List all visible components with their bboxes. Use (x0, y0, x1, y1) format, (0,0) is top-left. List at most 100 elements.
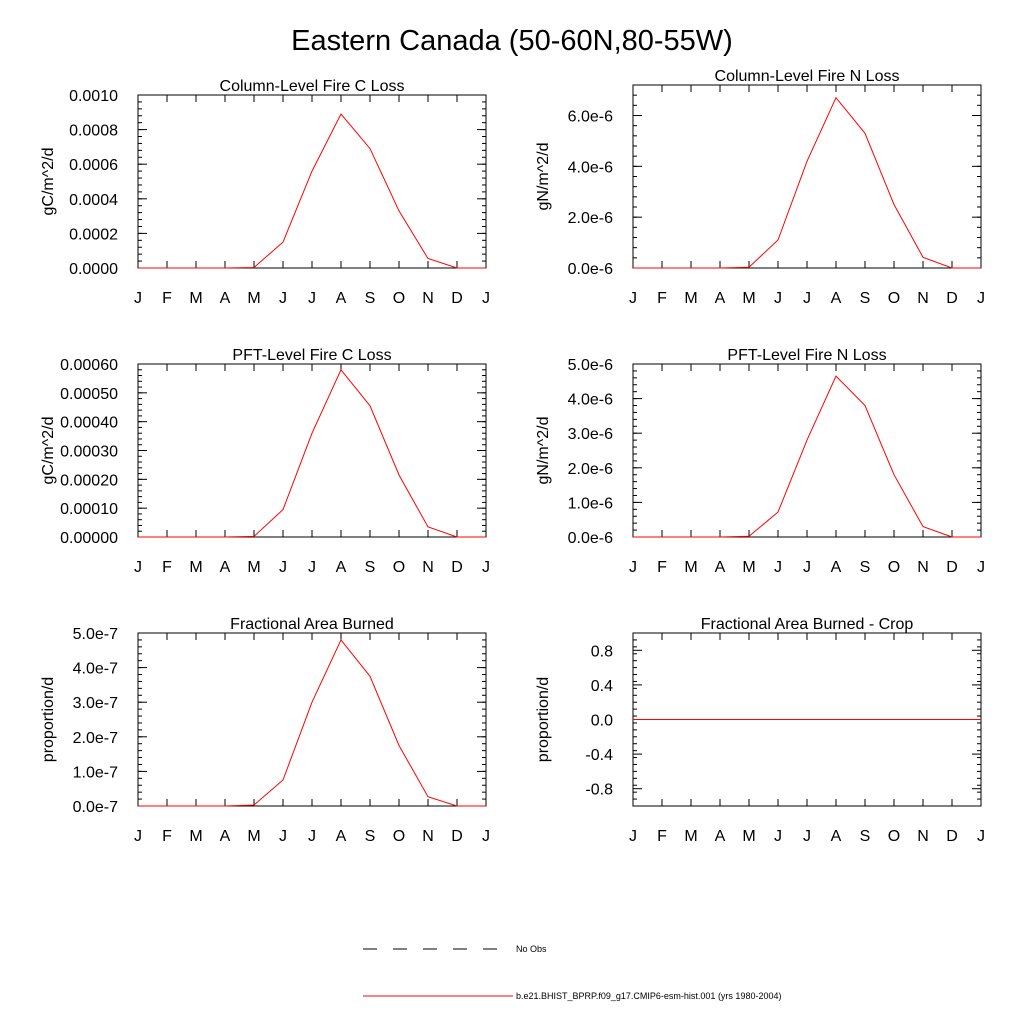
y-tick-label: 5.0e-7 (73, 626, 118, 643)
x-tick-label: M (189, 828, 202, 845)
y-tick-label: 0.00040 (60, 415, 118, 432)
y-tick-label: 2.0e-6 (568, 210, 613, 227)
y-tick-label: 0.0e-6 (568, 261, 613, 278)
x-tick-label: A (715, 559, 726, 576)
y-axis-label: gC/m^2/d (40, 148, 57, 216)
x-tick-label: O (393, 828, 405, 845)
x-tick-label: M (684, 290, 697, 307)
legend: No Obs b.e21.BHIST_BPRP.f09_g17.CMIP6-es… (363, 944, 781, 1001)
chart-title: PFT-Level Fire N Loss (727, 347, 886, 364)
x-tick-label: J (803, 828, 811, 845)
x-tick-label: F (657, 559, 667, 576)
x-tick-label: S (860, 290, 871, 307)
y-axis-label: proportion/d (40, 677, 57, 762)
x-tick-label: M (189, 290, 202, 307)
x-tick-label: J (482, 828, 490, 845)
x-tick-label: J (308, 559, 316, 576)
x-tick-label: N (422, 290, 434, 307)
y-tick-label: 5.0e-6 (568, 357, 613, 374)
y-tick-label: 0.00030 (60, 444, 118, 461)
x-tick-label: M (247, 290, 260, 307)
x-tick-label: S (860, 828, 871, 845)
y-tick-label: 4.0e-6 (568, 159, 613, 176)
series-line (138, 638, 486, 807)
y-tick-label: 6.0e-6 (568, 109, 613, 126)
x-tick-label: M (684, 828, 697, 845)
x-tick-label: O (393, 290, 405, 307)
y-tick-label: 1.0e-6 (568, 495, 613, 512)
x-tick-label: J (482, 559, 490, 576)
x-tick-label: A (715, 828, 726, 845)
y-tick-label: 4.0e-7 (73, 661, 118, 678)
y-tick-label: 0.0000 (69, 261, 118, 278)
y-tick-label: 0.0006 (69, 157, 118, 174)
x-tick-label: F (162, 290, 172, 307)
series-line (633, 375, 981, 538)
x-tick-label: J (279, 559, 287, 576)
y-tick-label: 4.0e-6 (568, 392, 613, 409)
y-tick-label: 0.0 (591, 713, 613, 730)
x-tick-label: J (977, 290, 985, 307)
y-axis-label: gN/m^2/d (535, 417, 552, 485)
legend-model-label: b.e21.BHIST_BPRP.f09_g17.CMIP6-esm-hist.… (516, 991, 781, 1001)
y-axis-label: proportion/d (535, 677, 552, 762)
x-tick-label: J (803, 559, 811, 576)
x-tick-label: J (308, 828, 316, 845)
y-tick-label: 0.0004 (69, 192, 118, 209)
x-tick-label: D (451, 828, 463, 845)
y-tick-label: 0.00020 (60, 472, 118, 489)
x-tick-label: F (162, 559, 172, 576)
x-tick-label: D (451, 290, 463, 307)
chart-panel-6: Fractional Area Burned - Crop proportion/… (535, 616, 985, 845)
x-tick-label: A (831, 828, 842, 845)
y-tick-label: 0.0010 (69, 88, 118, 105)
x-tick-label: A (336, 828, 347, 845)
x-tick-label: A (336, 559, 347, 576)
x-tick-label: O (888, 828, 900, 845)
x-tick-label: A (831, 559, 842, 576)
x-tick-label: J (774, 828, 782, 845)
x-tick-label: M (684, 559, 697, 576)
x-tick-label: N (917, 559, 929, 576)
x-tick-label: N (422, 828, 434, 845)
y-tick-label: 0.00010 (60, 501, 118, 518)
x-tick-label: D (946, 828, 958, 845)
x-tick-label: O (888, 290, 900, 307)
x-tick-label: N (422, 559, 434, 576)
y-tick-label: -0.4 (585, 747, 613, 764)
y-tick-label: 2.0e-6 (568, 461, 613, 478)
chart-title: PFT-Level Fire C Loss (232, 347, 391, 364)
x-tick-label: J (629, 828, 637, 845)
x-tick-label: F (162, 828, 172, 845)
y-tick-label: -0.8 (585, 782, 613, 799)
x-tick-label: S (365, 290, 376, 307)
y-tick-label: 0.0002 (69, 226, 118, 243)
chart-title: Column-Level Fire C Loss (220, 78, 405, 95)
x-tick-label: J (803, 290, 811, 307)
x-tick-label: F (657, 290, 667, 307)
x-tick-label: D (946, 290, 958, 307)
x-tick-label: J (308, 290, 316, 307)
x-tick-label: M (247, 828, 260, 845)
x-tick-label: N (917, 290, 929, 307)
x-tick-label: S (365, 559, 376, 576)
x-tick-label: J (279, 828, 287, 845)
x-tick-label: J (977, 559, 985, 576)
y-tick-label: 0.0008 (69, 123, 118, 140)
y-axis-label: gN/m^2/d (535, 143, 552, 211)
y-tick-label: 0.00060 (60, 357, 118, 374)
y-tick-label: 3.0e-6 (568, 426, 613, 443)
series-line (633, 96, 981, 269)
x-tick-label: M (189, 559, 202, 576)
chart-title: Fractional Area Burned - Crop (701, 616, 914, 633)
x-tick-label: J (774, 559, 782, 576)
page-title: Eastern Canada (50-60N,80-55W) (291, 25, 733, 57)
series-line (138, 368, 486, 538)
legend-obs-label: No Obs (516, 944, 547, 954)
